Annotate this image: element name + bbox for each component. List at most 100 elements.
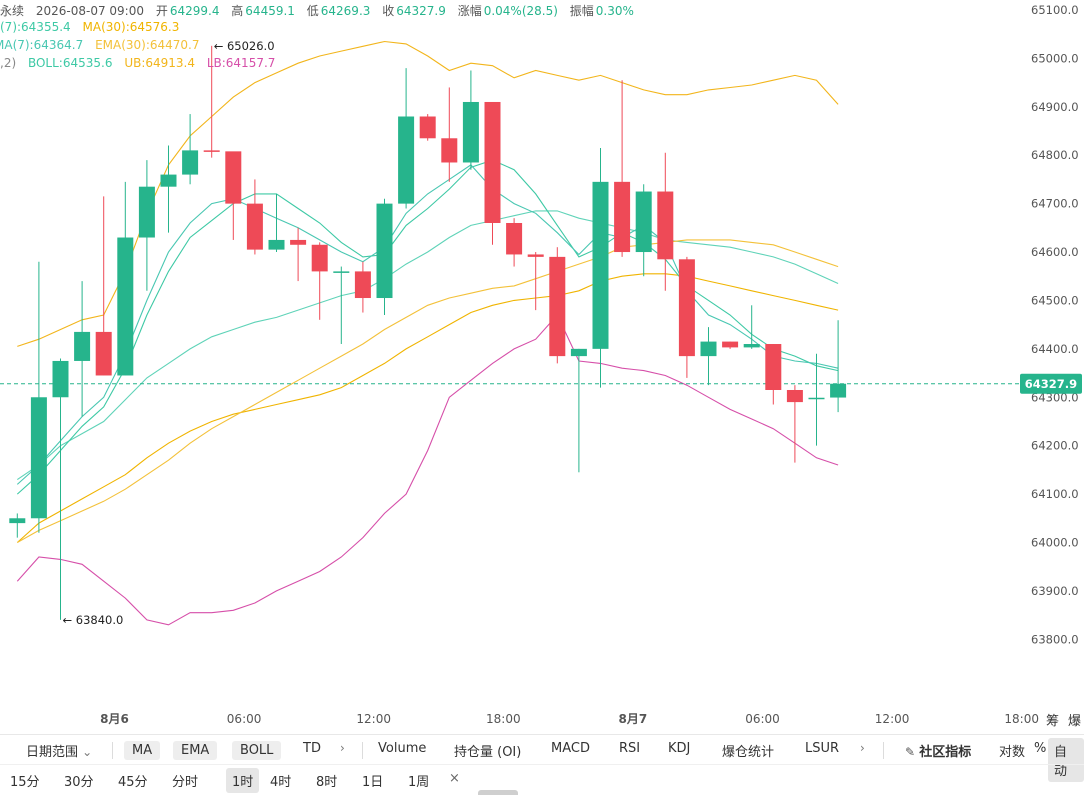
- indicator-line-ma7: [16, 159, 839, 495]
- boll-toggle[interactable]: BOLL: [232, 741, 282, 760]
- contract-type: 永续: [0, 4, 25, 18]
- interval-0[interactable]: 15分: [10, 775, 40, 790]
- low-label: 低: [306, 4, 319, 18]
- candle-body: [9, 518, 26, 524]
- ma-legend: (7):64355.4 MA(30):64576.3: [0, 20, 187, 34]
- x-tick-label: 12:00: [356, 712, 391, 726]
- candle-body: [808, 397, 825, 400]
- interval-toolbar: 15分 30分 45分 分时 1时 4时 8时 1日 1周 ×: [0, 764, 1084, 796]
- y-tick-label: 64700.0: [1031, 197, 1079, 211]
- high-value: 64459.1: [245, 4, 295, 18]
- extreme-price-annotation: ← 63840.0: [63, 613, 124, 627]
- macd-toggle[interactable]: MACD: [551, 741, 590, 756]
- interval-3[interactable]: 分时: [172, 775, 199, 790]
- candle-body: [138, 186, 155, 238]
- td-toggle[interactable]: TD: [303, 741, 321, 756]
- x-tick-label: 8月7: [619, 712, 648, 726]
- interval-4[interactable]: 1时: [226, 768, 260, 793]
- ma30-value: MA(30):64576.3: [82, 20, 180, 34]
- community-indicators-button[interactable]: ✎ 社区指标: [905, 741, 971, 760]
- candlestick-chart[interactable]: 65100.0 65000.0 64900.0 64800.0 64700.0 64600…: [0, 0, 1084, 734]
- open-value: 64299.4: [169, 4, 220, 18]
- extreme-price-annotation: ← 65026.0: [214, 39, 275, 53]
- boll-ub-value: UB:64913.4: [124, 56, 195, 70]
- low-value: 64269.3: [320, 4, 371, 18]
- candle-body: [657, 191, 674, 260]
- y-tick-label: 65000.0: [1031, 51, 1079, 65]
- interval-1[interactable]: 30分: [64, 775, 94, 790]
- chevron-down-icon: ⌄: [82, 745, 93, 759]
- lsur-toggle[interactable]: LSUR: [805, 741, 840, 756]
- candle-body: [182, 150, 199, 175]
- ema30-value: EMA(30):64470.7: [95, 38, 200, 52]
- chevron-right-icon[interactable]: ›: [860, 741, 865, 755]
- auto-scale-toggle[interactable]: 自动: [1048, 738, 1084, 782]
- interval-8[interactable]: 1周: [408, 775, 430, 790]
- percent-scale-toggle[interactable]: %: [1034, 741, 1047, 756]
- resize-handle[interactable]: [478, 790, 518, 795]
- candle-body: [441, 138, 458, 163]
- indicator-line-ema30: [17, 239, 839, 543]
- rsi-toggle[interactable]: RSI: [619, 741, 641, 756]
- x-tick-label: 18:00: [1004, 712, 1039, 726]
- candle-body: [52, 360, 69, 398]
- candle-body: [268, 239, 285, 250]
- indicator-line-boll-lb: [16, 314, 839, 626]
- candle-body: [246, 203, 263, 250]
- y-tick-label: 65100.0: [1031, 3, 1079, 17]
- candle-body: [635, 191, 652, 253]
- volume-toggle[interactable]: Volume: [378, 741, 427, 756]
- divider: [362, 742, 363, 759]
- date-range-button[interactable]: 日期范围 ⌄: [26, 741, 92, 760]
- candle-body: [506, 222, 523, 255]
- candle-body: [117, 237, 134, 376]
- divider: [112, 742, 113, 759]
- interval-7[interactable]: 1日: [362, 775, 384, 790]
- close-icon[interactable]: ×: [449, 771, 460, 786]
- liquidation-stats-toggle[interactable]: 爆仓统计: [722, 745, 775, 760]
- x-tick-label: 8月6: [100, 712, 129, 726]
- interval-2[interactable]: 45分: [118, 775, 148, 790]
- candle-body: [398, 116, 415, 204]
- candle-body: [722, 341, 739, 348]
- ma7-value: (7):64355.4: [0, 20, 71, 34]
- interval-6[interactable]: 8时: [316, 775, 338, 790]
- y-tick-label: 64400.0: [1031, 342, 1079, 356]
- candle-body: [203, 150, 220, 152]
- oi-toggle[interactable]: 持仓量 (OI): [454, 745, 522, 760]
- indicator-toolbar: 日期范围 ⌄ MA EMA BOLL TD › Volume 持仓量 (OI) …: [0, 734, 1084, 782]
- candle-body: [225, 151, 242, 204]
- candle-body: [786, 389, 803, 403]
- y-tick-label: 64600.0: [1031, 245, 1079, 259]
- x-tick-label: 12:00: [875, 712, 910, 726]
- axis-extra-label: 筹: [1046, 713, 1059, 729]
- boll-lb-value: LB:64157.7: [206, 56, 276, 70]
- candle-body: [311, 244, 328, 272]
- axis-extra-label: 爆: [1068, 714, 1081, 729]
- candle-body: [527, 254, 544, 257]
- log-scale-toggle[interactable]: 对数: [999, 745, 1026, 760]
- chevron-right-icon[interactable]: ›: [340, 741, 345, 755]
- last-price-tag: [1020, 373, 1082, 394]
- kdj-toggle[interactable]: KDJ: [668, 741, 691, 756]
- candle-body: [830, 383, 847, 398]
- change-value: 0.04%(28.5): [483, 4, 558, 18]
- close-value: 64327.9: [396, 4, 446, 18]
- ema-toggle[interactable]: EMA: [173, 741, 218, 760]
- high-label: 高: [231, 4, 244, 18]
- candle-body: [570, 348, 587, 357]
- y-tick-label: 64500.0: [1031, 293, 1079, 307]
- y-tick-label: 64100.0: [1031, 487, 1079, 501]
- change-label: 涨幅: [457, 4, 482, 18]
- candle-body: [333, 271, 350, 273]
- interval-5[interactable]: 4时: [270, 775, 292, 790]
- candle-body: [614, 181, 631, 253]
- y-tick-label: 64900.0: [1031, 100, 1079, 114]
- ma-toggle[interactable]: MA: [124, 741, 161, 760]
- open-label: 开: [155, 4, 168, 18]
- boll-params: ,2): [0, 56, 17, 70]
- indicator-line-ma30: [16, 273, 839, 543]
- ema7-value: MA(7):64364.7: [0, 38, 84, 52]
- boll-mid-value: BOLL:64535.6: [27, 56, 113, 70]
